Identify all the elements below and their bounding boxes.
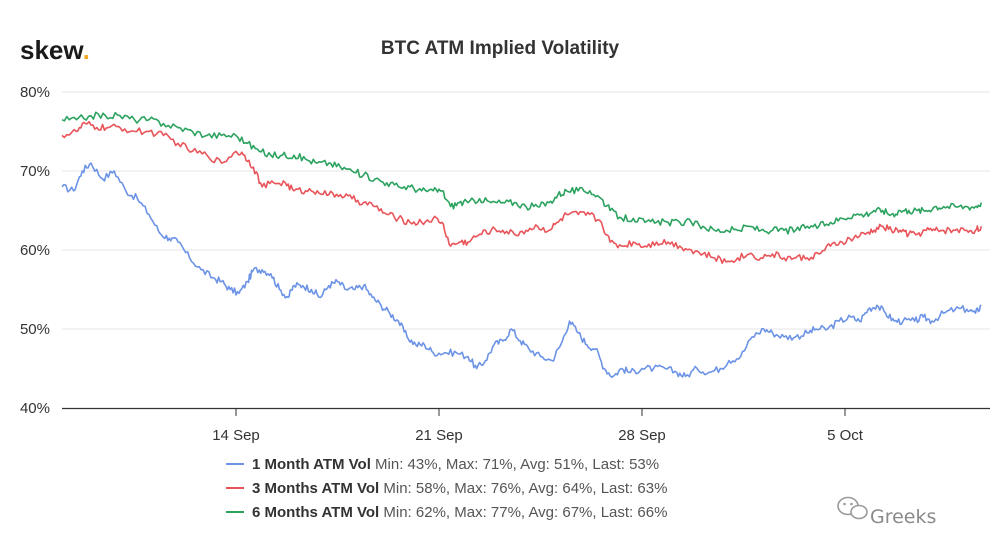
y-axis: 40% 50% 60% 70% 80%	[20, 84, 50, 417]
series-line-3	[61, 111, 983, 235]
chart-title: BTC ATM Implied Volatility	[381, 38, 620, 59]
gridlines	[62, 91, 990, 330]
series-line-1	[61, 162, 982, 379]
x-axis: 14 Sep 21 Sep 28 Sep 5 Oct	[62, 407, 990, 444]
skew-logo: skew.	[20, 35, 90, 65]
watermark: Greeks	[837, 496, 936, 528]
legend: 1 Month ATM Vol Min: 43%, Max: 71%, Avg:…	[226, 456, 667, 521]
legend-series-stats: Min: 58%, Max: 76%, Avg: 64%, Last: 63%	[383, 480, 667, 497]
x-tick-label: 5 Oct	[827, 427, 864, 444]
y-tick-label: 50%	[20, 321, 50, 338]
watermark-text: Greeks	[870, 506, 936, 528]
y-tick-label: 80%	[20, 84, 50, 101]
legend-item: 3 Months ATM Vol Min: 58%, Max: 76%, Avg…	[252, 480, 667, 497]
x-tick-label: 14 Sep	[212, 427, 260, 444]
y-tick-label: 60%	[20, 242, 50, 259]
series-lines	[61, 111, 983, 379]
legend-series-name: 1 Month ATM Vol	[252, 456, 375, 473]
legend-series-stats: Min: 62%, Max: 77%, Avg: 67%, Last: 66%	[383, 504, 667, 521]
x-tick-label: 21 Sep	[415, 427, 463, 444]
legend-item: 6 Months ATM Vol Min: 62%, Max: 77%, Avg…	[252, 504, 667, 521]
y-tick-label: 70%	[20, 163, 50, 180]
legend-series-name: 6 Months ATM Vol	[252, 504, 383, 521]
series-line-2	[61, 120, 983, 264]
wechat-icon	[837, 496, 868, 520]
legend-series-name: 3 Months ATM Vol	[252, 480, 383, 497]
x-tick-label: 28 Sep	[618, 427, 666, 444]
legend-item: 1 Month ATM Vol Min: 43%, Max: 71%, Avg:…	[252, 456, 659, 473]
legend-series-stats: Min: 43%, Max: 71%, Avg: 51%, Last: 53%	[375, 456, 659, 473]
y-tick-label: 40%	[20, 400, 50, 417]
